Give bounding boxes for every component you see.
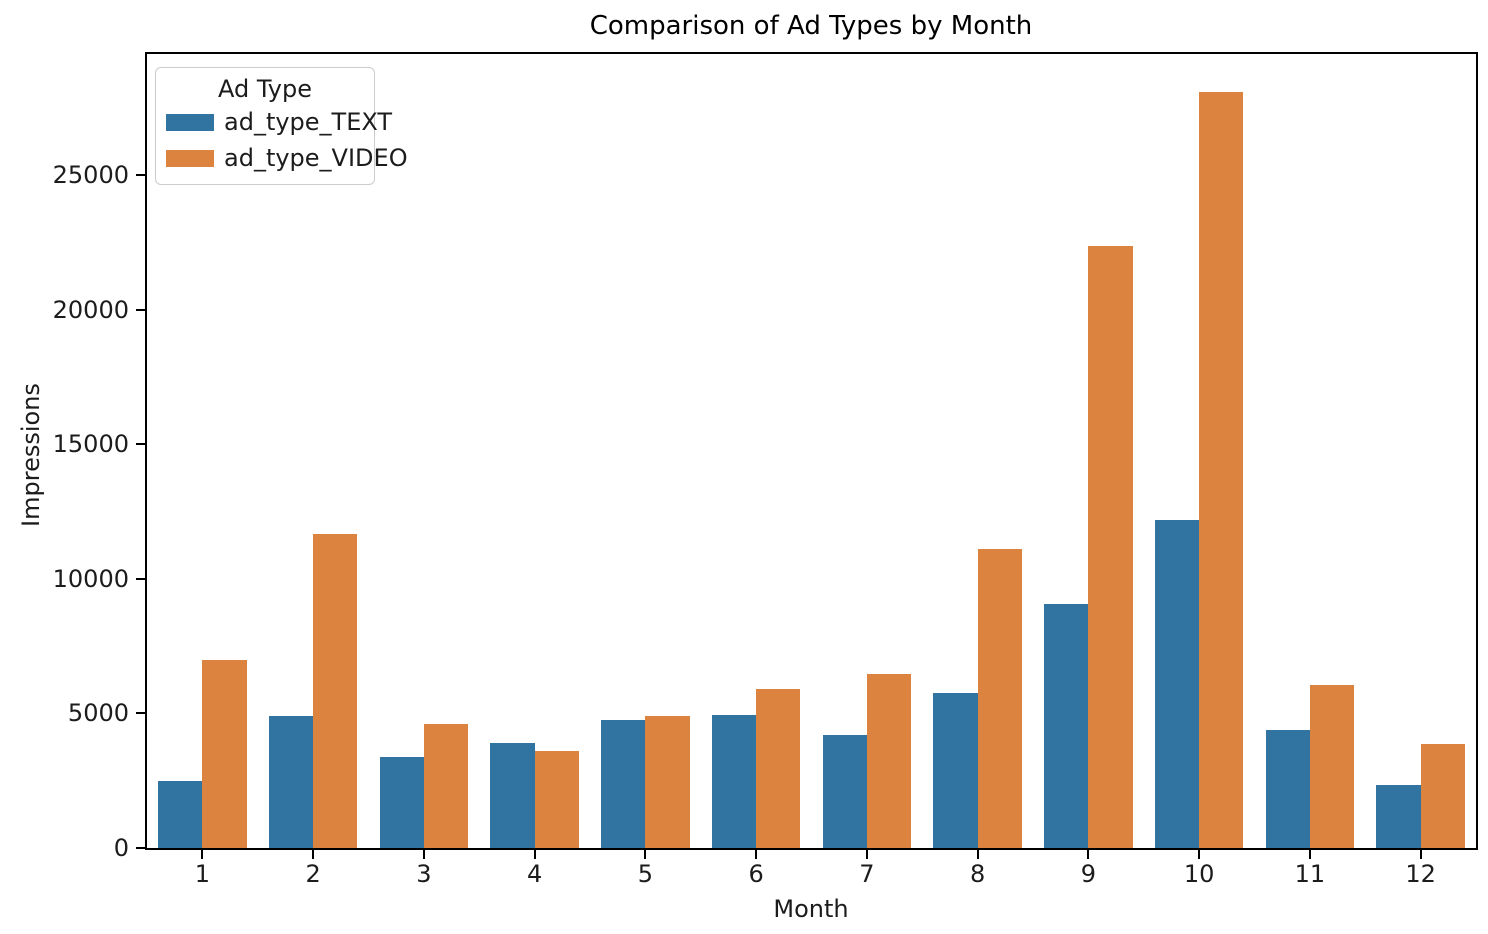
bar-ad-type-video-month-4 bbox=[534, 751, 579, 848]
x-tick-label: 7 bbox=[859, 860, 875, 888]
bar-ad-type-video-month-9 bbox=[1088, 246, 1133, 848]
bar-ad-type-text-month-6 bbox=[711, 714, 757, 848]
y-tick-label: 5000 bbox=[67, 699, 129, 728]
x-tick bbox=[755, 850, 758, 859]
bar-ad-type-video-month-2 bbox=[313, 534, 358, 848]
x-tick bbox=[1087, 850, 1090, 859]
x-tick bbox=[644, 850, 647, 859]
x-tick-label: 5 bbox=[637, 860, 654, 888]
bar-ad-type-video-month-10 bbox=[1199, 91, 1244, 848]
y-tick bbox=[136, 847, 145, 849]
legend-swatch-icon bbox=[166, 113, 214, 131]
legend-rows: ad_type_TEXT ad_type_VIDEO bbox=[164, 104, 408, 176]
y-tick-label: 20000 bbox=[52, 295, 129, 324]
bar-ad-type-video-month-3 bbox=[423, 724, 469, 848]
x-tick-label: 2 bbox=[305, 860, 321, 888]
x-tick bbox=[422, 850, 425, 859]
bar-ad-type-video-month-6 bbox=[756, 689, 801, 848]
bar-ad-type-text-month-7 bbox=[822, 735, 867, 848]
bar-ad-type-text-month-12 bbox=[1376, 784, 1421, 848]
legend-item-ad-type-video: ad_type_VIDEO bbox=[164, 140, 408, 176]
y-tick-label: 0 bbox=[113, 834, 129, 862]
bar-ad-type-text-month-10 bbox=[1154, 519, 1200, 848]
bar-ad-type-text-month-11 bbox=[1265, 729, 1310, 848]
bar-ad-type-text-month-2 bbox=[268, 716, 314, 848]
legend-item-label: ad_type_VIDEO bbox=[224, 144, 408, 172]
x-tick-label: 10 bbox=[1183, 860, 1215, 888]
y-axis-label: Impressions bbox=[17, 383, 45, 527]
bar-ad-type-video-month-12 bbox=[1420, 744, 1465, 848]
x-tick-label: 12 bbox=[1405, 860, 1436, 888]
bar-ad-type-video-month-5 bbox=[645, 716, 690, 848]
y-tick bbox=[136, 443, 145, 446]
bar-ad-type-text-month-8 bbox=[933, 693, 978, 848]
y-tick-label: 15000 bbox=[52, 430, 129, 459]
x-tick-label: 6 bbox=[748, 860, 764, 888]
bar-ad-type-text-month-1 bbox=[158, 780, 203, 848]
x-tick bbox=[1198, 850, 1201, 859]
y-tick bbox=[136, 577, 145, 580]
bar-ad-type-video-month-1 bbox=[202, 659, 247, 848]
x-tick bbox=[1419, 850, 1422, 859]
y-tick bbox=[136, 712, 145, 715]
bar-ad-type-video-month-7 bbox=[866, 674, 912, 848]
bar-ad-type-text-month-3 bbox=[379, 756, 424, 848]
chart-title: Comparison of Ad Types by Month bbox=[589, 11, 1033, 41]
x-tick-label: 8 bbox=[969, 860, 986, 888]
x-tick bbox=[865, 850, 868, 859]
x-tick-label: 4 bbox=[526, 860, 543, 888]
legend-swatch-icon bbox=[166, 149, 214, 167]
x-tick-label: 11 bbox=[1294, 860, 1326, 888]
bar-ad-type-video-month-8 bbox=[977, 549, 1022, 848]
plot-area: 0 5000 10000 15000 20000 25000 1 2 3 4 5 6 7 8 9 10 11 1… bbox=[53, 52, 1478, 886]
x-tick bbox=[976, 850, 979, 859]
legend: Ad Type ad_type_TEXT ad_type_VIDEO bbox=[155, 67, 408, 185]
y-tick bbox=[136, 308, 145, 311]
x-tick bbox=[1308, 850, 1311, 859]
x-tick bbox=[533, 850, 536, 859]
legend-title: Ad Type bbox=[218, 75, 312, 103]
y-tick-label: 10000 bbox=[52, 564, 129, 593]
y-tick-label: 25000 bbox=[52, 161, 129, 190]
legend-item-label: ad_type_TEXT bbox=[224, 108, 393, 136]
bar-ad-type-video-month-11 bbox=[1309, 685, 1355, 848]
x-tick-label: 3 bbox=[416, 860, 432, 888]
bar-ad-type-text-month-9 bbox=[1044, 604, 1089, 848]
legend-item-ad-type-text: ad_type_TEXT bbox=[164, 104, 392, 140]
x-tick bbox=[201, 850, 204, 859]
x-tick-label: 1 bbox=[194, 860, 211, 888]
x-axis-label: Month bbox=[773, 895, 849, 923]
bar-ad-type-text-month-4 bbox=[490, 743, 535, 848]
x-tick-label: 9 bbox=[1080, 860, 1097, 888]
y-tick bbox=[136, 174, 145, 177]
bar-ad-type-text-month-5 bbox=[601, 720, 646, 848]
x-tick bbox=[312, 850, 315, 859]
